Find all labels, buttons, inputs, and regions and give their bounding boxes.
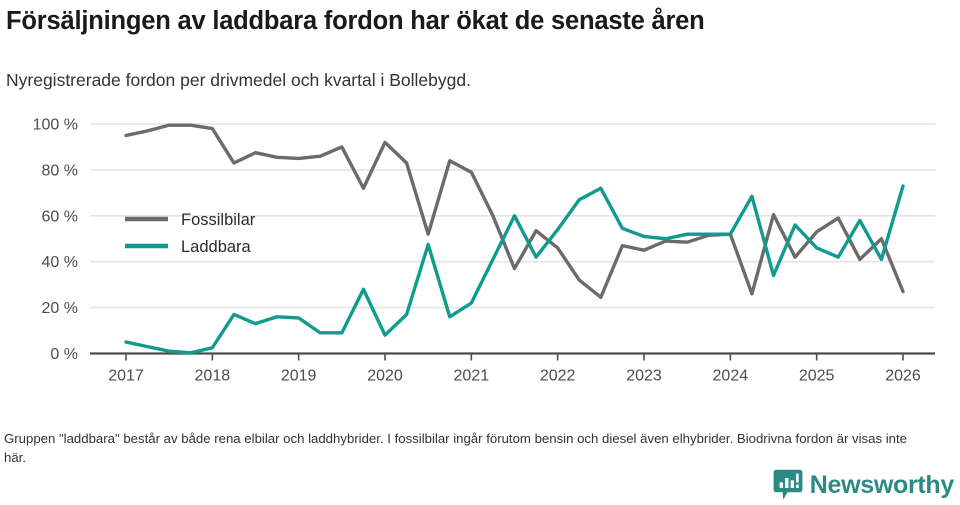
x-axis-tick-label: 2023 <box>626 368 662 385</box>
x-axis-tick-label: 2018 <box>195 368 231 385</box>
logo-wordmark: Newsworthy <box>809 471 955 499</box>
chart-svg: 0 % 20 % 40 % 60 % 80 % 100 % 2017 2018 2019 202… <box>33 117 935 385</box>
y-axis-tick-label: 100 % <box>33 117 78 134</box>
bar-chart-speech-bubble-icon <box>773 469 803 500</box>
x-axis-tick-label: 2020 <box>367 368 403 385</box>
x-axis-tick-labels: 2017 2018 2019 2020 2021 2022 2023 2024 2025 2026 <box>108 368 921 385</box>
data-series-group <box>124 123 905 355</box>
x-axis-tick-label: 2024 <box>713 368 749 385</box>
y-axis-tick-label: 0 % <box>50 346 78 363</box>
legend-label: Laddbara <box>181 238 252 256</box>
y-axis-tick-label: 20 % <box>42 300 78 317</box>
y-axis-tick-label: 60 % <box>42 208 78 225</box>
series-line-laddbara <box>124 184 905 355</box>
y-axis-tick-label: 40 % <box>42 254 78 271</box>
x-axis-tick-label: 2022 <box>540 368 576 385</box>
footnote-text: Gruppen "laddbara" består av både rena e… <box>4 431 907 465</box>
x-axis-tick-label: 2026 <box>885 368 921 385</box>
y-axis-tick-label: 80 % <box>42 162 78 179</box>
x-axis-tick-label: 2025 <box>799 368 835 385</box>
line-chart: 0 % 20 % 40 % 60 % 80 % 100 % 2017 2018 2019 202… <box>0 105 960 395</box>
gridlines <box>90 123 935 309</box>
page-title: Försäljningen av laddbara fordon har öka… <box>6 7 705 35</box>
x-axis-tick-label: 2017 <box>108 368 144 385</box>
x-axis-ticks <box>125 353 904 361</box>
chart-legend: Fossilbilar Laddbara <box>125 211 256 256</box>
series-line-fossilbilar <box>124 123 905 299</box>
x-axis-tick-label: 2019 <box>281 368 317 385</box>
y-axis-tick-labels: 0 % 20 % 40 % 60 % 80 % 100 % <box>33 117 78 364</box>
page-subtitle: Nyregistrerade fordon per drivmedel och … <box>6 70 471 90</box>
legend-label: Fossilbilar <box>181 211 256 229</box>
x-axis-tick-label: 2021 <box>454 368 490 385</box>
newsworthy-logo[interactable]: Newsworthy <box>773 469 955 500</box>
